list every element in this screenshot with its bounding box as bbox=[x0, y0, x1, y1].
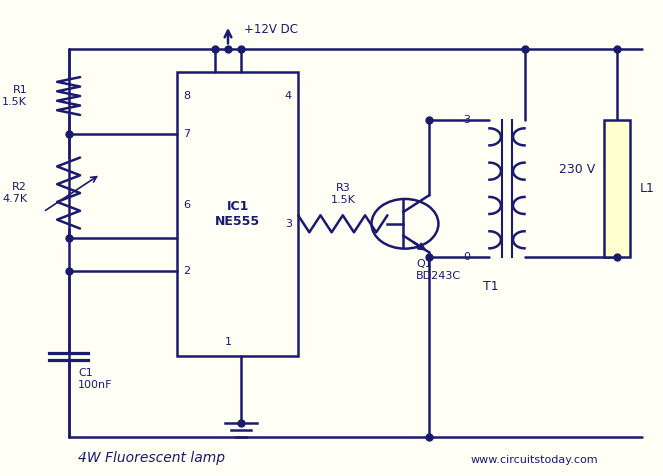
Text: 1: 1 bbox=[225, 337, 232, 347]
Text: R1
1.5K: R1 1.5K bbox=[2, 85, 27, 107]
Text: 4W Fluorescent lamp: 4W Fluorescent lamp bbox=[78, 451, 225, 465]
Text: R2
4.7K: R2 4.7K bbox=[2, 182, 27, 204]
Text: 3: 3 bbox=[285, 219, 292, 229]
Text: www.circuitstoday.com: www.circuitstoday.com bbox=[470, 455, 598, 465]
Text: 0: 0 bbox=[463, 252, 470, 262]
Text: 230 V: 230 V bbox=[559, 163, 595, 176]
Text: 8: 8 bbox=[184, 91, 190, 101]
Text: 6: 6 bbox=[184, 200, 190, 210]
Text: Q1
BD243C: Q1 BD243C bbox=[416, 259, 461, 281]
Text: 3: 3 bbox=[463, 115, 470, 125]
Text: C1
100nF: C1 100nF bbox=[78, 368, 113, 390]
Bar bbox=[177, 72, 298, 357]
Text: R3
1.5K: R3 1.5K bbox=[330, 183, 355, 205]
Text: L1: L1 bbox=[639, 182, 654, 195]
Text: IC1
NE555: IC1 NE555 bbox=[215, 200, 260, 228]
Text: 2: 2 bbox=[184, 266, 190, 276]
Bar bbox=[604, 119, 630, 257]
Text: +12V DC: +12V DC bbox=[244, 23, 298, 36]
Text: 7: 7 bbox=[184, 129, 190, 139]
Text: 4: 4 bbox=[284, 91, 292, 101]
Text: T1: T1 bbox=[483, 280, 499, 293]
